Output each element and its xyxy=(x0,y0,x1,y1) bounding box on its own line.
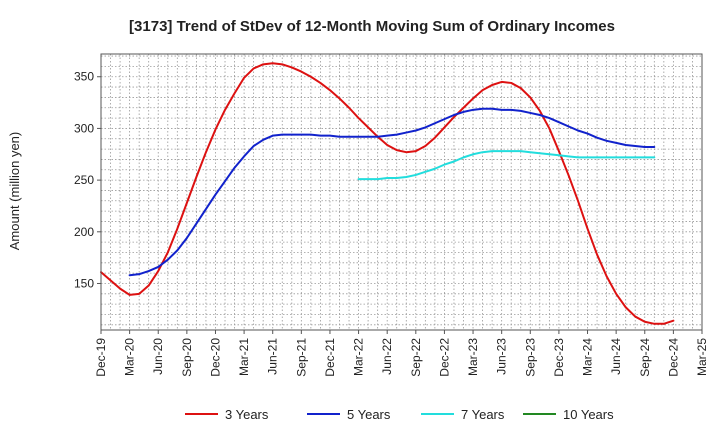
y-tick-label: 150 xyxy=(74,276,94,290)
y-tick-label: 200 xyxy=(74,225,94,239)
chart-title: [3173] Trend of StDev of 12-Month Moving… xyxy=(129,18,615,35)
series-line-3-years xyxy=(100,62,675,325)
x-tick-label: Dec-19 xyxy=(94,338,108,377)
x-tick-label: Jun-21 xyxy=(266,338,280,375)
legend-label-3-years: 3 Years xyxy=(225,407,269,422)
legend-label-5-years: 5 Years xyxy=(347,407,391,422)
y-axis-ticks: 150 200 250 300 350 xyxy=(74,70,101,290)
x-tick-label: Dec-24 xyxy=(666,338,680,377)
x-tick-label: Mar-21 xyxy=(237,338,251,376)
legend: 3 Years 5 Years 7 Years 10 Years xyxy=(185,407,614,422)
x-tick-label: Sep-24 xyxy=(638,338,652,377)
x-tick-label: Sep-21 xyxy=(294,338,308,377)
x-tick-label: Mar-25 xyxy=(695,338,709,376)
plot-area-frame xyxy=(100,53,703,331)
x-tick-label: Jun-20 xyxy=(151,338,165,375)
x-tick-label: Dec-22 xyxy=(437,338,451,377)
x-axis-ticks: Dec-19 Mar-20 Jun-20 Sep-20 Dec-20 Mar-21 Jun-… xyxy=(94,330,709,377)
x-tick-label: Sep-22 xyxy=(409,338,423,377)
x-tick-label: Sep-20 xyxy=(180,338,194,377)
legend-label-7-years: 7 Years xyxy=(461,407,505,422)
x-tick-label: Mar-23 xyxy=(466,338,480,376)
y-tick-label: 250 xyxy=(74,173,94,187)
x-tick-label: Jun-22 xyxy=(380,338,394,375)
x-tick-label: Dec-23 xyxy=(552,338,566,377)
gridlines xyxy=(101,54,702,330)
legend-label-10-years: 10 Years xyxy=(563,407,614,422)
series-lines xyxy=(100,62,675,325)
x-tick-label: Sep-23 xyxy=(523,338,537,377)
x-tick-label: Mar-22 xyxy=(352,338,366,376)
x-tick-label: Mar-24 xyxy=(581,338,595,376)
y-axis-label: Amount (million yen) xyxy=(7,132,22,251)
series-line-5-years xyxy=(128,107,656,277)
x-tick-label: Jun-23 xyxy=(495,338,509,375)
x-tick-label: Dec-21 xyxy=(323,338,337,377)
series-line-7-years xyxy=(357,150,656,181)
y-tick-label: 300 xyxy=(74,121,94,135)
y-tick-label: 350 xyxy=(74,70,94,84)
x-tick-label: Dec-20 xyxy=(208,338,222,377)
x-tick-label: Jun-24 xyxy=(609,338,623,375)
x-tick-label: Mar-20 xyxy=(123,338,137,376)
